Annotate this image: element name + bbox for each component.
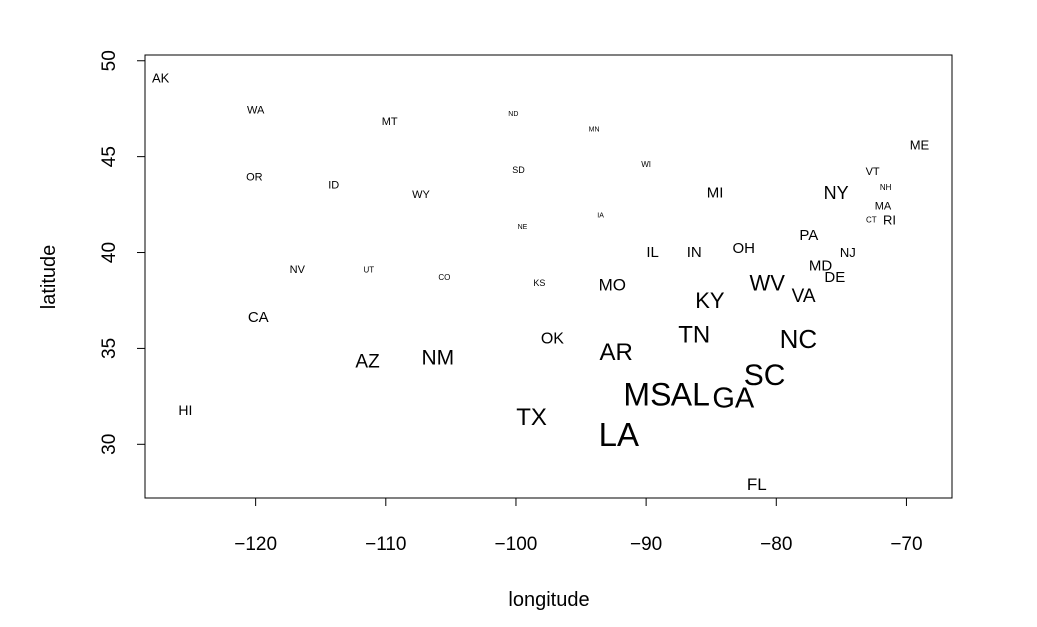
state-label-la: LA (599, 416, 639, 453)
state-label-pa: PA (799, 227, 818, 244)
state-label-nc: NC (780, 324, 818, 354)
state-label-me: ME (910, 138, 930, 153)
y-axis: 30 35 40 45 50 (99, 50, 146, 455)
state-label-wa: WA (247, 105, 265, 117)
state-label-fl: FL (747, 475, 767, 494)
state-label-ny: NY (824, 183, 849, 203)
state-label-ia: IA (597, 213, 604, 220)
x-tick-label: −90 (630, 534, 662, 555)
state-label-id: ID (328, 179, 339, 191)
state-label-or: OR (246, 172, 263, 184)
state-label-nv: NV (290, 264, 306, 276)
state-label-ak: AK (152, 71, 170, 86)
state-label-nm: NM (422, 347, 455, 370)
state-label-co: CO (438, 273, 450, 282)
state-label-tn: TN (678, 321, 710, 348)
x-tick-label: −110 (365, 534, 406, 555)
state-label-vt: VT (866, 166, 880, 178)
state-label-ma: MA (875, 201, 892, 213)
state-label-ga: GA (712, 382, 755, 414)
state-label-va: VA (792, 286, 816, 307)
state-label-ks: KS (533, 278, 545, 288)
state-label-wi: WI (641, 160, 651, 169)
y-axis-title: latitude (38, 245, 60, 310)
y-tick-label: 45 (99, 146, 120, 167)
y-tick-label: 50 (99, 50, 120, 71)
y-tick-label: 40 (99, 242, 120, 263)
x-tick-label: −80 (760, 534, 792, 555)
state-label-hi: HI (178, 402, 192, 418)
state-label-ca: CA (248, 309, 269, 326)
state-label-mn: MN (589, 126, 600, 133)
state-label-ar: AR (600, 339, 633, 366)
state-label-ky: KY (695, 288, 725, 313)
state-label-md: MD (809, 257, 832, 274)
x-axis-title: longitude (508, 589, 589, 611)
y-tick-label: 30 (99, 434, 120, 455)
state-label-nj: NJ (840, 245, 856, 260)
state-label-wy: WY (412, 189, 430, 201)
y-tick-label: 35 (99, 338, 120, 359)
state-label-nd: ND (508, 111, 518, 118)
state-label-ct: CT (866, 215, 877, 224)
state-label-ms: MS (623, 376, 671, 412)
state-label-az: AZ (355, 351, 380, 372)
state-label-oh: OH (732, 240, 755, 257)
state-label-wv: WV (749, 271, 785, 296)
state-label-mt: MT (382, 116, 398, 128)
state-label-nh: NH (880, 183, 892, 192)
state-label-in: IN (687, 244, 702, 261)
state-label-sc: SC (744, 359, 786, 392)
x-axis: −120 −110 −100 −90 −80 −70 (234, 497, 923, 555)
x-tick-label: −70 (890, 534, 922, 555)
state-label-ne: NE (518, 224, 528, 231)
x-tick-label: −120 (234, 534, 277, 555)
state-label-mo: MO (599, 276, 626, 295)
state-label-al: AL (671, 376, 710, 412)
state-label-ut: UT (364, 265, 375, 274)
state-label-il: IL (646, 244, 659, 261)
state-label-ok: OK (541, 330, 564, 347)
x-tick-label: −100 (495, 534, 538, 555)
state-label-de: DE (824, 269, 845, 286)
state-label-tx: TX (516, 404, 547, 431)
state-label-mi: MI (707, 185, 724, 202)
state-label-ri: RI (883, 212, 896, 227)
state-label-sd: SD (512, 165, 525, 175)
